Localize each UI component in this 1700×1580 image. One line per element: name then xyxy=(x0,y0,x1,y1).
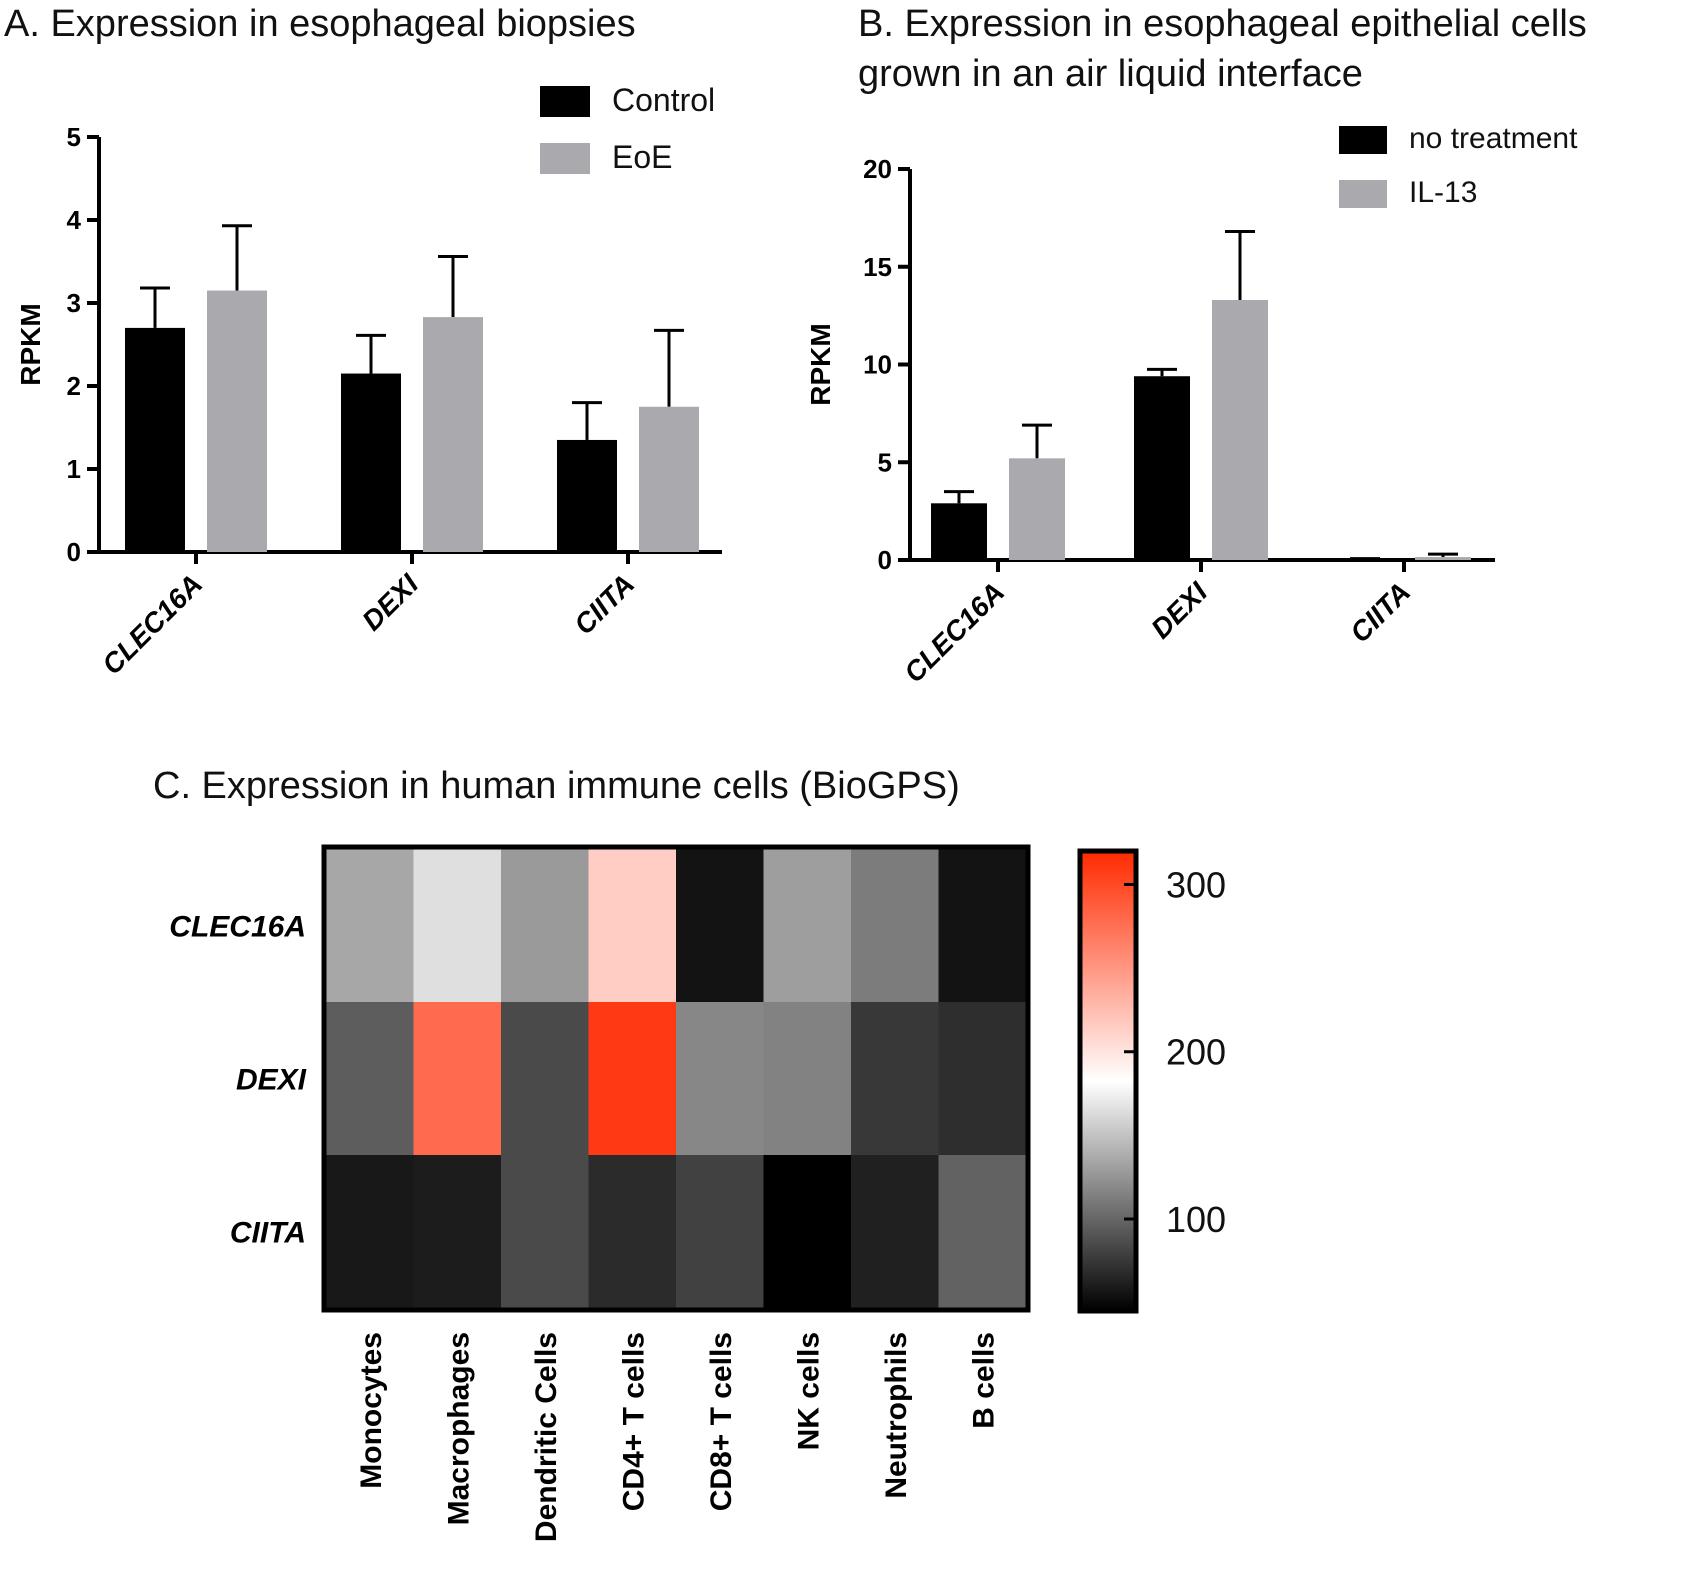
bar-control-clec16a xyxy=(125,327,185,552)
x-tick-label: DEXI xyxy=(1145,575,1214,644)
y-tick-label: 5 xyxy=(67,122,81,152)
legend-label: EoE xyxy=(612,139,672,175)
heatmap-column-label: B cells xyxy=(967,1332,1000,1429)
x-tick-label: CLEC16A xyxy=(898,576,1010,688)
y-tick-label: 20 xyxy=(863,154,892,184)
x-tick-label: CIITA xyxy=(568,568,640,640)
heatmap-row-label: CIITA xyxy=(230,1217,306,1250)
heatmap-column-label: CD8+ T cells xyxy=(705,1332,738,1511)
y-axis-label: RPKM xyxy=(15,303,46,385)
y-tick-label: 4 xyxy=(67,205,82,235)
colorbar-tick-label: 200 xyxy=(1166,1032,1226,1073)
panel-b-plot: 0 5 10 15 20 RPKM CLEC16A DEXI CIITA xyxy=(805,154,1495,688)
legend-swatch xyxy=(540,143,590,174)
y-tick-label: 10 xyxy=(863,350,892,380)
panel-a-plot: 0 1 2 3 4 5 RPKM CLEC16A DEXI CIITA xyxy=(15,122,722,680)
heatmap-cell-clec16a-nk-cells xyxy=(763,849,852,1003)
y-tick-label: 5 xyxy=(878,447,892,477)
heatmap-cell-dexi-neutrophils xyxy=(851,1002,939,1156)
legend-label: no treatment xyxy=(1409,122,1578,155)
y-tick-label: 15 xyxy=(863,252,892,282)
heatmap-cell-clec16a-dendritic-cells xyxy=(501,849,589,1003)
heatmap-cell-dexi-cd8-t-cells xyxy=(676,1002,764,1156)
panel-a-legend: Control EoE xyxy=(540,82,715,175)
legend-swatch xyxy=(540,86,590,117)
heatmap-column-label: NK cells xyxy=(792,1332,825,1450)
panel-c-colorbar: 100 200 300 xyxy=(1077,848,1226,1314)
heatmap-cell-dexi-dendritic-cells xyxy=(501,1002,589,1156)
colorbar-tick-label: 100 xyxy=(1166,1199,1226,1240)
y-axis-label: RPKM xyxy=(805,323,836,405)
heatmap-cell-ciita-neutrophils xyxy=(851,1155,939,1309)
heatmap-cell-clec16a-cd4-t-cells xyxy=(588,849,677,1003)
bar-eoe-dexi xyxy=(423,317,483,552)
heatmap-cell-dexi-cd4-t-cells xyxy=(588,1002,677,1156)
heatmap-column-label: Macrophages xyxy=(442,1332,475,1525)
panel-b-legend: no treatment IL-13 xyxy=(1339,122,1578,209)
heatmap-column-label: CD4+ T cells xyxy=(617,1332,650,1511)
heatmap-cell-ciita-monocytes xyxy=(326,1155,414,1309)
bar-il-13-dexi xyxy=(1212,299,1268,560)
heatmap-cell-clec16a-b-cells xyxy=(938,849,1027,1003)
panel-b-title: B. Expression in esophageal epithelial c… xyxy=(858,3,1597,95)
heatmap-cell-ciita-b-cells xyxy=(938,1155,1027,1309)
bar-il-13-ciita xyxy=(1415,557,1471,560)
y-tick-label: 2 xyxy=(67,371,81,401)
y-tick-label: 3 xyxy=(67,288,81,318)
bar-no-treatment-clec16a xyxy=(931,503,987,560)
heatmap-cell-ciita-dendritic-cells xyxy=(501,1155,589,1309)
heatmap-column-label: Dendritic Cells xyxy=(530,1332,563,1542)
heatmap-column-label: Neutrophils xyxy=(880,1332,913,1499)
panel-c-heatmap: CLEC16A DEXI CIITA Monocytes Macrophages Dend… xyxy=(169,844,1031,1542)
heatmap-cell-clec16a-macrophages xyxy=(413,849,502,1003)
panel-b: B. Expression in esophageal epithelial c… xyxy=(805,3,1597,688)
heatmap-cell-ciita-cd4-t-cells xyxy=(588,1155,677,1309)
bar-eoe-clec16a xyxy=(207,290,267,552)
legend-label: Control xyxy=(612,82,715,118)
heatmap-row-label: DEXI xyxy=(236,1064,307,1097)
bar-il-13-clec16a xyxy=(1009,458,1065,560)
heatmap-cell-dexi-b-cells xyxy=(938,1002,1027,1156)
heatmap-cell-clec16a-neutrophils xyxy=(851,849,939,1003)
panel-a: A. Expression in esophageal biopsies Con… xyxy=(4,3,722,680)
heatmap-cell-clec16a-cd8-t-cells xyxy=(676,849,764,1003)
heatmap-cell-ciita-macrophages xyxy=(413,1155,502,1309)
heatmap-column-label: Monocytes xyxy=(355,1332,388,1489)
x-tick-label: CLEC16A xyxy=(96,568,208,680)
heatmap-cell-dexi-nk-cells xyxy=(763,1002,852,1156)
heatmap-cell-ciita-cd8-t-cells xyxy=(676,1155,764,1309)
colorbar xyxy=(1077,848,1139,1314)
y-tick-label: 1 xyxy=(67,454,81,484)
heatmap-cell-dexi-monocytes xyxy=(326,1002,414,1156)
x-tick-label: DEXI xyxy=(356,567,425,636)
colorbar-tick-label: 300 xyxy=(1166,864,1226,905)
panel-c-title: C. Expression in human immune cells (Bio… xyxy=(153,765,960,807)
panel-c: C. Expression in human immune cells (Bio… xyxy=(153,765,1226,1542)
heatmap-border xyxy=(321,844,1031,1313)
bar-control-ciita xyxy=(557,439,617,552)
y-tick-label: 0 xyxy=(878,545,892,575)
heatmap-row-label: CLEC16A xyxy=(169,911,306,944)
y-tick-label: 0 xyxy=(67,537,81,567)
legend-swatch xyxy=(1339,180,1387,208)
bar-no-treatment-dexi xyxy=(1134,376,1190,560)
heatmap-cell-dexi-macrophages xyxy=(413,1002,502,1156)
bar-eoe-ciita xyxy=(639,406,699,552)
panel-a-title: A. Expression in esophageal biopsies xyxy=(4,3,636,45)
legend-swatch xyxy=(1339,126,1387,154)
heatmap-cell-clec16a-monocytes xyxy=(326,849,414,1003)
bar-no-treatment-ciita xyxy=(1337,559,1393,561)
x-tick-label: CIITA xyxy=(1344,576,1416,648)
bar-control-dexi xyxy=(341,373,401,552)
legend-label: IL-13 xyxy=(1409,176,1477,209)
heatmap-cell-ciita-nk-cells xyxy=(763,1155,852,1309)
